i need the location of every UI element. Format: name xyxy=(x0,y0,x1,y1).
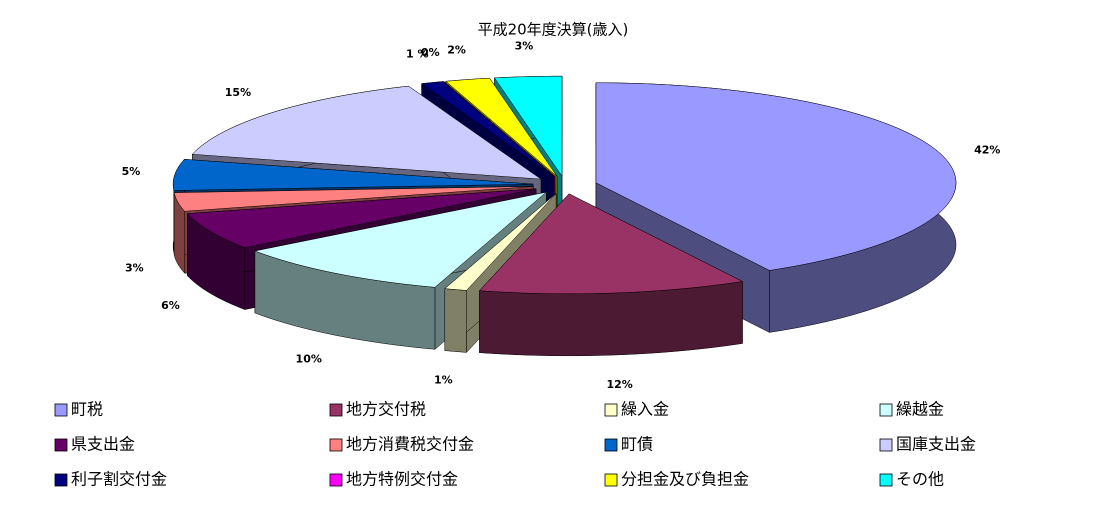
slice-top xyxy=(191,85,542,180)
legend-label: 地方消費税交付金 xyxy=(346,435,474,454)
slice-side xyxy=(444,288,467,353)
slice xyxy=(478,193,744,357)
legend-label: その他 xyxy=(896,470,944,489)
legend-swatch xyxy=(54,473,68,487)
data-label: 5% xyxy=(122,165,141,178)
legend-swatch xyxy=(604,473,618,487)
legend-label: 国庫支出金 xyxy=(896,435,976,454)
legend-label: 繰入金 xyxy=(621,400,669,419)
data-label: 6% xyxy=(161,299,180,312)
legend-swatch xyxy=(54,403,68,417)
data-label: 12% xyxy=(606,378,632,391)
legend-swatch xyxy=(329,403,343,417)
legend-label: 利子割交付金 xyxy=(71,470,167,489)
legend-swatch xyxy=(54,438,68,452)
data-label: 42% xyxy=(974,143,1000,156)
legend-swatch xyxy=(879,403,893,417)
legend-label: 繰越金 xyxy=(896,400,944,419)
legend-label: 県支出金 xyxy=(71,435,135,454)
slice-top xyxy=(420,81,555,177)
slice-top xyxy=(444,193,557,291)
slice-top xyxy=(172,159,534,191)
data-label: 10% xyxy=(296,352,322,365)
slice-top xyxy=(186,188,537,248)
slice-top xyxy=(254,191,548,288)
data-label: 3% xyxy=(515,40,534,53)
data-label: 1 % xyxy=(406,47,429,60)
legend-swatch xyxy=(329,473,343,487)
legend-swatch xyxy=(329,438,343,452)
legend-swatch xyxy=(604,403,618,417)
legend-label: 地方交付税 xyxy=(346,400,426,419)
slice-top xyxy=(445,77,558,177)
legend-label: 地方特例交付金 xyxy=(346,470,458,489)
data-label: 15% xyxy=(225,86,251,99)
slice-top xyxy=(595,82,957,271)
legend-label: 町税 xyxy=(71,400,103,419)
legend-swatch xyxy=(879,438,893,452)
legend-label: 町債 xyxy=(621,435,653,454)
legend-swatch xyxy=(879,473,893,487)
chart-title: 平成20年度決算(歳入) xyxy=(478,21,629,39)
slice-top xyxy=(173,186,534,212)
data-label: 3% xyxy=(125,262,144,275)
data-label: 2% xyxy=(447,43,466,56)
legend-swatch xyxy=(604,438,618,452)
legend-label: 分担金及び負担金 xyxy=(621,470,749,489)
data-label: 1% xyxy=(434,373,453,386)
slice-top xyxy=(494,75,563,177)
data-label: 0% xyxy=(421,46,440,59)
slice-top xyxy=(443,81,556,177)
slice-top xyxy=(478,193,744,295)
